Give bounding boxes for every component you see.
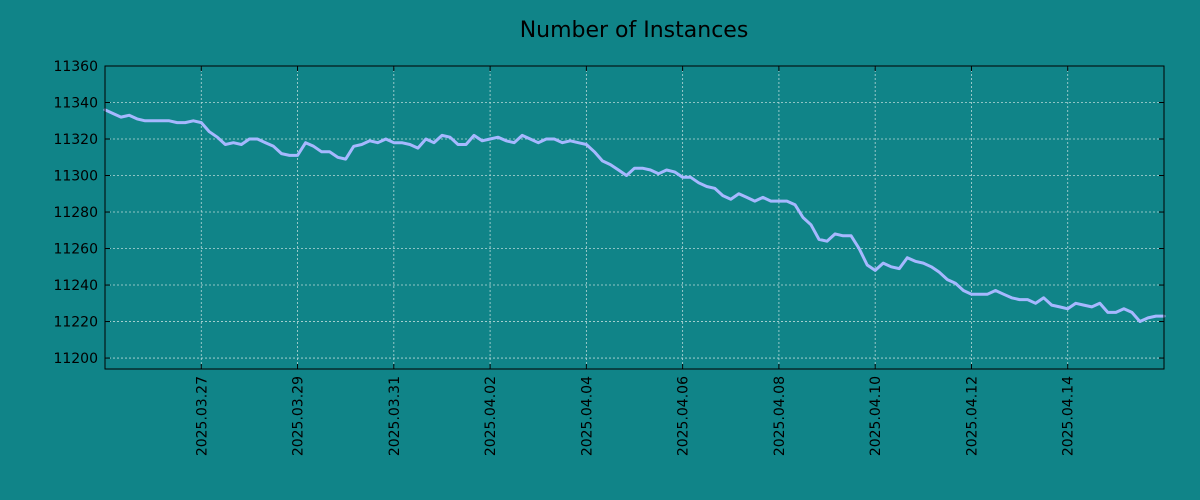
grid-layer bbox=[105, 65, 1164, 369]
x-tick-label: 2025.04.04 bbox=[579, 376, 595, 456]
y-tick-label: 11300 bbox=[53, 169, 98, 185]
y-tick-label: 11240 bbox=[53, 278, 98, 294]
x-tick-label: 2025.04.12 bbox=[964, 376, 980, 456]
x-tick-label: 2025.04.08 bbox=[772, 376, 788, 456]
y-tick-label: 11200 bbox=[53, 351, 98, 367]
x-tick-label: 2025.04.06 bbox=[676, 376, 692, 456]
y-tick-label: 11340 bbox=[53, 96, 98, 112]
x-tick-label: 2025.04.10 bbox=[868, 376, 884, 456]
axes-layer: 11200 11220 11240 11260 11280 11300 11320 11340… bbox=[53, 59, 1165, 456]
y-tick-label: 11220 bbox=[53, 315, 98, 331]
x-tick-label: 2025.03.31 bbox=[387, 376, 403, 456]
x-tick-label: 2025.04.02 bbox=[483, 376, 499, 456]
x-tick-label: 2025.03.27 bbox=[194, 376, 210, 456]
x-tick-label: 2025.04.14 bbox=[1061, 376, 1077, 456]
line-layer bbox=[103, 108, 1166, 323]
y-tick-label: 11260 bbox=[53, 242, 98, 258]
y-tick-label: 11280 bbox=[53, 205, 98, 221]
chart-title: Number of Instances bbox=[520, 18, 749, 43]
x-tick-label: 2025.03.29 bbox=[291, 376, 307, 456]
series-line bbox=[103, 108, 1166, 323]
y-tick-label: 11320 bbox=[53, 132, 98, 148]
y-tick-label: 11360 bbox=[53, 59, 98, 75]
plot-frame bbox=[104, 65, 1165, 370]
